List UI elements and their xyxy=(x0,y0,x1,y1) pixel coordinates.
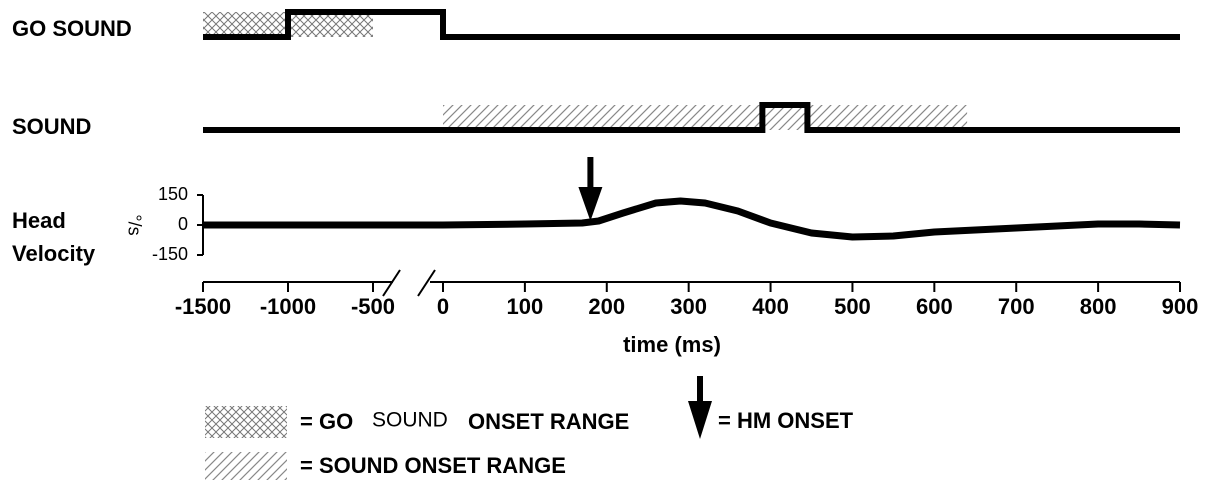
y-unit: °/s xyxy=(124,214,144,235)
x-tick-label: 100 xyxy=(507,294,544,319)
step-trace xyxy=(203,9,1180,40)
x-tick-label: 400 xyxy=(752,294,789,319)
x-tick-label: -1500 xyxy=(175,294,231,319)
row-label: SOUND xyxy=(12,114,91,139)
x-tick-label: 600 xyxy=(916,294,953,319)
x-axis-label: time (ms) xyxy=(623,332,721,357)
x-tick-label: -1000 xyxy=(260,294,316,319)
row-label: Head xyxy=(12,208,66,233)
row-label: Velocity xyxy=(12,241,96,266)
legend-text: = GO xyxy=(300,409,353,434)
axis-break xyxy=(382,269,436,297)
x-tick-label: 300 xyxy=(670,294,707,319)
legend-swatch xyxy=(205,452,287,480)
legend-swatch xyxy=(205,406,287,438)
legend-text: SOUND xyxy=(372,409,448,432)
y-tick-label: -150 xyxy=(152,244,188,264)
legend-text: ONSET RANGE xyxy=(468,409,629,434)
y-tick-label: 150 xyxy=(158,184,188,204)
step-trace xyxy=(203,102,1180,133)
hm-onset-arrow xyxy=(578,157,603,221)
x-tick-label: -500 xyxy=(351,294,395,319)
x-tick-label: 700 xyxy=(998,294,1035,319)
velocity-trace xyxy=(203,197,1181,241)
x-tick-label: 0 xyxy=(437,294,449,319)
legend-arrow xyxy=(688,376,712,439)
row-label: GO SOUND xyxy=(12,16,132,41)
x-tick-label: 800 xyxy=(1080,294,1117,319)
legend-text: = HM ONSET xyxy=(718,408,854,433)
x-tick-label: 200 xyxy=(588,294,625,319)
x-tick-label: 900 xyxy=(1162,294,1199,319)
legend-text: = SOUND ONSET RANGE xyxy=(300,453,566,478)
onset-range xyxy=(443,105,968,130)
x-tick-label: 500 xyxy=(834,294,871,319)
y-tick-label: 0 xyxy=(178,214,188,234)
